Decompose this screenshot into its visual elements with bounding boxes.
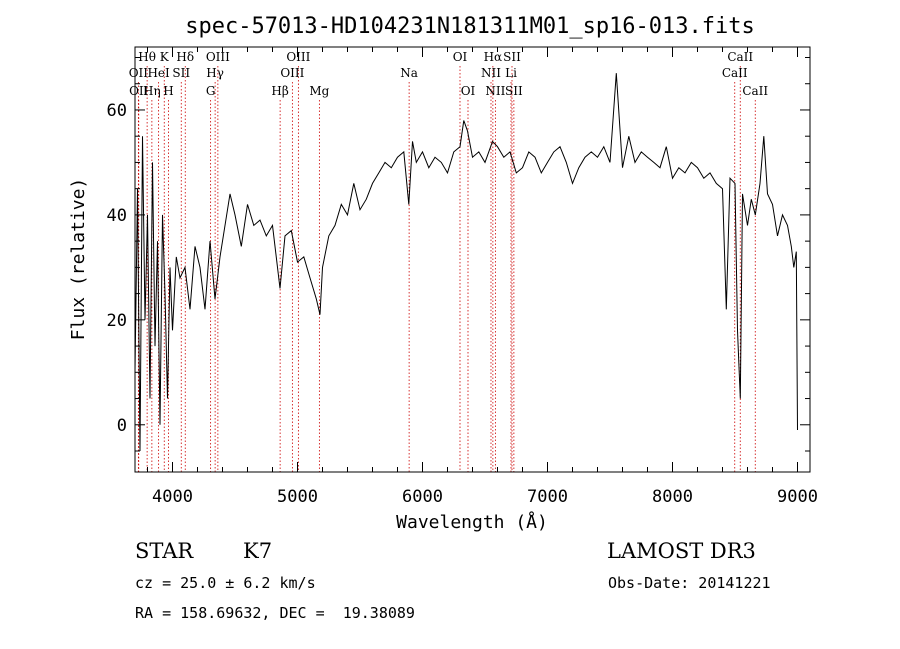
line-marker-label: HeI xyxy=(147,66,170,80)
y-axis-ticks: 0 20 40 60 xyxy=(107,56,810,452)
line-marker-label: Hα xyxy=(484,50,503,64)
y-tick-label: 0 xyxy=(117,416,127,436)
line-marker-label: CaII xyxy=(742,84,768,98)
line-marker-label: NII xyxy=(481,66,501,80)
line-marker-label: OIII xyxy=(206,50,230,64)
x-tick-label: 8000 xyxy=(652,487,693,507)
plot-frame xyxy=(134,46,811,473)
x-axis-label: Wavelength (Å) xyxy=(396,511,548,533)
x-tick-label: 9000 xyxy=(777,487,818,507)
line-marker-label: K xyxy=(160,50,170,64)
line-marker-label: OI xyxy=(461,84,476,98)
line-marker-label: SII xyxy=(172,66,190,80)
line-marker-label: OII xyxy=(129,84,149,98)
x-tick-label: 7000 xyxy=(527,487,568,507)
line-marker-label: Hη xyxy=(143,84,161,98)
line-marker-label: Na xyxy=(400,66,418,80)
spectrum-line xyxy=(134,73,798,452)
line-marker-label: OI xyxy=(453,50,468,64)
coordinates: RA = 158.69632, DEC = 19.38089 xyxy=(135,604,415,622)
line-marker-label: OIII xyxy=(286,50,310,64)
line-markers xyxy=(137,66,756,472)
chart-title: spec-57013-HD104231N181311M01_sp16-013.f… xyxy=(185,14,755,39)
line-marker-label: NII xyxy=(485,84,505,98)
line-marker-label: Hθ xyxy=(138,50,156,64)
object-subclass: K7 xyxy=(243,539,273,563)
line-marker-label: OIII xyxy=(280,66,304,80)
y-tick-label: 40 xyxy=(107,206,127,226)
line-marker-label: Hγ xyxy=(206,66,224,80)
line-marker-label: Mg xyxy=(309,84,329,98)
x-tick-label: 4000 xyxy=(152,487,193,507)
redshift-info: cz = 25.0 ± 6.2 km/s xyxy=(135,574,316,592)
line-marker-label: SII xyxy=(503,50,521,64)
line-marker-label: CaII xyxy=(727,50,753,64)
y-tick-label: 20 xyxy=(107,311,127,331)
line-marker-label: G xyxy=(206,84,216,98)
object-class: STAR xyxy=(135,539,194,563)
line-marker-label: Hβ xyxy=(271,84,288,98)
y-axis-label: Flux (relative) xyxy=(68,178,89,341)
line-marker-label: CaII xyxy=(722,66,748,80)
x-axis-ticks: 4000 5000 6000 7000 8000 9000 xyxy=(147,47,818,507)
x-tick-label: 6000 xyxy=(402,487,443,507)
x-tick-label: 5000 xyxy=(277,487,318,507)
line-marker-label: Li xyxy=(505,66,517,80)
line-marker-label: OII xyxy=(129,66,149,80)
observation-date: Obs-Date: 20141221 xyxy=(608,574,771,592)
y-tick-label: 60 xyxy=(107,101,127,121)
line-marker-label: Hδ xyxy=(176,50,194,64)
line-marker-label: SII xyxy=(505,84,523,98)
survey-name: LAMOST DR3 xyxy=(607,539,756,563)
line-marker-label: H xyxy=(163,84,173,98)
